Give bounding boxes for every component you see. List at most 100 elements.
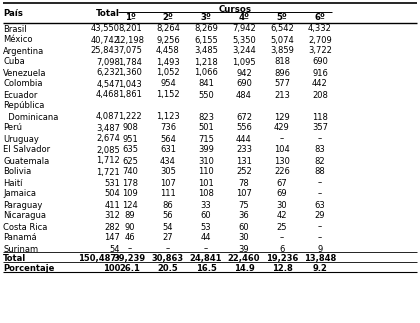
- Text: 1,861: 1,861: [118, 90, 142, 99]
- Text: Total: Total: [96, 8, 120, 17]
- Text: 1º: 1º: [125, 14, 135, 23]
- Text: 444: 444: [236, 134, 252, 143]
- Text: 5º: 5º: [277, 14, 287, 23]
- Text: 7,942: 7,942: [232, 25, 256, 34]
- Text: 213: 213: [274, 90, 290, 99]
- Text: 26.1: 26.1: [120, 264, 140, 273]
- Text: República: República: [3, 101, 45, 110]
- Text: 1,493: 1,493: [156, 57, 180, 67]
- Text: 12,198: 12,198: [116, 36, 144, 45]
- Text: 715: 715: [198, 134, 214, 143]
- Text: 16.5: 16.5: [196, 264, 216, 273]
- Text: 357: 357: [312, 123, 328, 132]
- Text: 736: 736: [160, 123, 176, 132]
- Text: 5,350: 5,350: [232, 36, 256, 45]
- Text: 896: 896: [274, 68, 290, 78]
- Text: 823: 823: [198, 112, 214, 121]
- Text: 4,547: 4,547: [96, 79, 120, 89]
- Text: 82: 82: [315, 157, 326, 165]
- Text: 2,674: 2,674: [96, 134, 120, 143]
- Text: 1,095: 1,095: [232, 57, 256, 67]
- Text: 4,087: 4,087: [96, 112, 120, 121]
- Text: 1,712: 1,712: [96, 157, 120, 165]
- Text: 3,487: 3,487: [96, 123, 120, 132]
- Text: Surinam: Surinam: [3, 245, 38, 254]
- Text: 484: 484: [236, 90, 252, 99]
- Text: –: –: [318, 234, 322, 243]
- Text: 916: 916: [312, 68, 328, 78]
- Text: 130: 130: [274, 157, 290, 165]
- Text: 1,784: 1,784: [118, 57, 142, 67]
- Text: 100: 100: [102, 264, 120, 273]
- Text: 9,256: 9,256: [156, 36, 180, 45]
- Text: 101: 101: [198, 179, 214, 187]
- Text: 564: 564: [160, 134, 176, 143]
- Text: 208: 208: [312, 90, 328, 99]
- Text: Jamaica: Jamaica: [3, 190, 36, 199]
- Text: 109: 109: [122, 190, 138, 199]
- Text: 13,848: 13,848: [304, 254, 336, 263]
- Text: 305: 305: [160, 168, 176, 176]
- Text: 690: 690: [236, 79, 252, 89]
- Text: –: –: [318, 190, 322, 199]
- Text: 14.9: 14.9: [234, 264, 255, 273]
- Text: 178: 178: [122, 179, 138, 187]
- Text: 501: 501: [198, 123, 214, 132]
- Text: Haití: Haití: [3, 179, 23, 187]
- Text: 504: 504: [104, 190, 120, 199]
- Text: México: México: [3, 36, 32, 45]
- Text: 740: 740: [122, 168, 138, 176]
- Text: 60: 60: [201, 212, 211, 221]
- Text: 129: 129: [274, 112, 290, 121]
- Text: 6,542: 6,542: [270, 25, 294, 34]
- Text: Nicaragua: Nicaragua: [3, 212, 46, 221]
- Text: –: –: [204, 245, 208, 254]
- Text: 150,487ᵃ: 150,487ᵃ: [78, 254, 120, 263]
- Text: Cuba: Cuba: [3, 57, 25, 67]
- Text: 2,709: 2,709: [308, 36, 332, 45]
- Text: Uruguay: Uruguay: [3, 134, 39, 143]
- Text: 429: 429: [274, 123, 290, 132]
- Text: 8,269: 8,269: [194, 25, 218, 34]
- Text: 30: 30: [277, 201, 287, 210]
- Text: 3,722: 3,722: [308, 47, 332, 56]
- Text: 67: 67: [277, 179, 287, 187]
- Text: Guatemala: Guatemala: [3, 157, 49, 165]
- Text: 3,244: 3,244: [232, 47, 256, 56]
- Text: 631: 631: [160, 145, 176, 154]
- Text: 40,742: 40,742: [91, 36, 120, 45]
- Text: Ecuador: Ecuador: [3, 90, 37, 99]
- Text: 22,460: 22,460: [228, 254, 260, 263]
- Text: 29: 29: [315, 212, 325, 221]
- Text: 108: 108: [198, 190, 214, 199]
- Text: 7,075: 7,075: [118, 47, 142, 56]
- Text: 1,123: 1,123: [156, 112, 180, 121]
- Text: 312: 312: [104, 212, 120, 221]
- Text: 75: 75: [239, 201, 249, 210]
- Text: 111: 111: [160, 190, 176, 199]
- Text: 12.8: 12.8: [272, 264, 292, 273]
- Text: 46: 46: [125, 234, 135, 243]
- Text: 3º: 3º: [201, 14, 211, 23]
- Text: 690: 690: [312, 57, 328, 67]
- Text: 1,043: 1,043: [118, 79, 142, 89]
- Text: País: País: [3, 8, 23, 17]
- Text: 6: 6: [279, 245, 285, 254]
- Text: 44: 44: [201, 234, 211, 243]
- Text: 4,468: 4,468: [96, 90, 120, 99]
- Text: 908: 908: [122, 123, 138, 132]
- Text: 1,360: 1,360: [118, 68, 142, 78]
- Text: –: –: [166, 245, 170, 254]
- Text: 818: 818: [274, 57, 290, 67]
- Text: 6,155: 6,155: [194, 36, 218, 45]
- Text: Porcentaje: Porcentaje: [3, 264, 54, 273]
- Text: 9: 9: [318, 245, 323, 254]
- Text: 954: 954: [160, 79, 176, 89]
- Text: Cursos: Cursos: [218, 5, 252, 14]
- Text: 1,152: 1,152: [156, 90, 180, 99]
- Text: 25,843: 25,843: [91, 47, 120, 56]
- Text: 124: 124: [122, 201, 138, 210]
- Text: 78: 78: [239, 179, 249, 187]
- Text: Costa Rica: Costa Rica: [3, 223, 47, 232]
- Text: 107: 107: [160, 179, 176, 187]
